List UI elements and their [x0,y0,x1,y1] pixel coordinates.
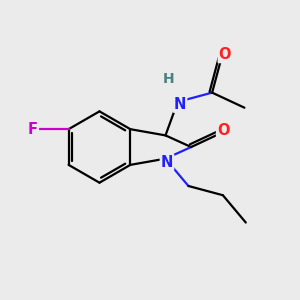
Text: H: H [163,72,175,86]
Text: F: F [28,122,38,137]
Text: N: N [161,155,173,170]
Text: N: N [174,97,186,112]
Text: O: O [219,47,231,62]
Text: O: O [217,124,230,139]
